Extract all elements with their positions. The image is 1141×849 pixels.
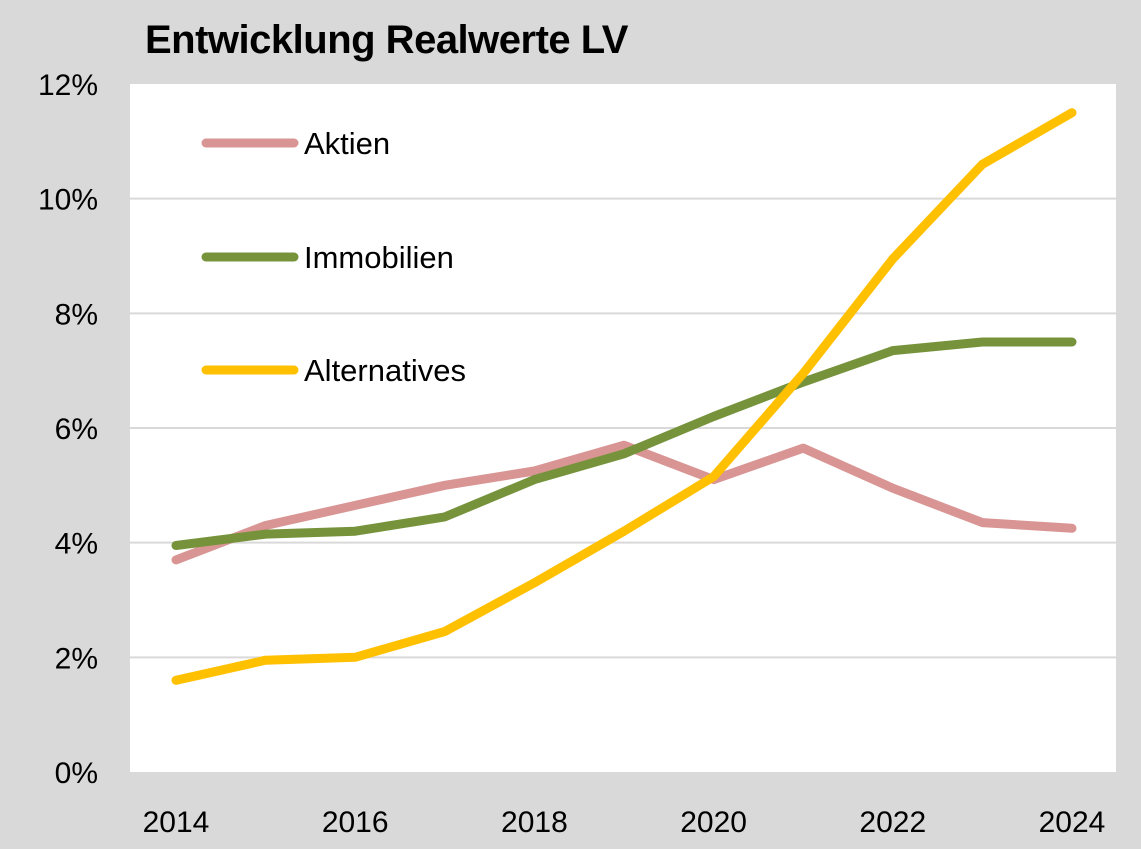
- series-line-immobilien: [171, 337, 1077, 550]
- y-tick-label: 6%: [55, 413, 98, 446]
- y-axis: 0% 2% 4% 6% 8% 10% 12%: [38, 69, 98, 790]
- x-tick-label: 2020: [680, 806, 747, 839]
- x-tick-label: 2018: [501, 806, 568, 839]
- y-tick-label: 2%: [55, 642, 98, 675]
- y-tick-label: 4%: [55, 528, 98, 561]
- legend-label-aktien: Aktien: [304, 126, 390, 161]
- chart-title: Entwicklung Realwerte LV: [145, 18, 628, 62]
- series-line-aktien: [171, 440, 1077, 565]
- y-tick-label: 10%: [38, 184, 98, 217]
- y-tick-label: 0%: [55, 757, 98, 790]
- y-tick-label: 12%: [38, 69, 98, 102]
- y-tick-label: 8%: [55, 298, 98, 331]
- legend: Aktien Immobilien Alternatives: [201, 126, 466, 388]
- x-tick-label: 2014: [143, 806, 210, 839]
- series-lines: [171, 108, 1077, 685]
- x-axis: 2014 2016 2018 2020 2022 2024: [143, 806, 1106, 839]
- legend-label-alternatives: Alternatives: [304, 353, 466, 388]
- series-line-alternatives: [171, 108, 1077, 685]
- x-tick-label: 2016: [322, 806, 389, 839]
- legend-label-immobilien: Immobilien: [304, 240, 454, 275]
- x-tick-label: 2022: [859, 806, 926, 839]
- x-tick-label: 2024: [1039, 806, 1106, 839]
